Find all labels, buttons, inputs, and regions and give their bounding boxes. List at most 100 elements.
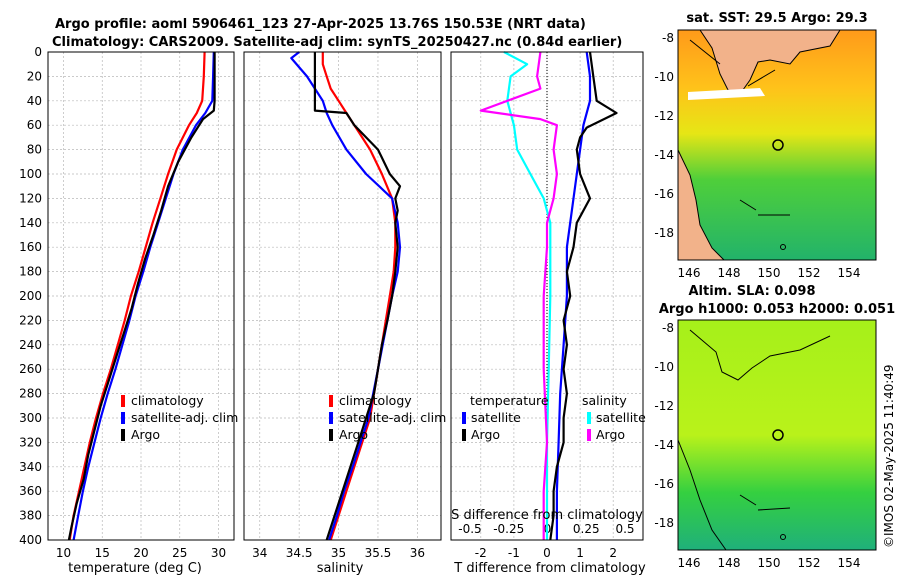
difference-legend: temperature satellite Argo salinity sate… [462,393,646,442]
legend-swatch-satellite [329,412,333,424]
sla-map-title-line2: Argo h1000: 0.053 h2000: 0.051 [659,302,895,317]
series-line-climatology [68,51,206,541]
legend-argo: Argo [339,427,368,442]
map-axis-labels: 146 148 150 152 154 -8 -10 -12 -14 -16 -18 146 148 15… [654,31,860,570]
sst-landmass-png [678,29,841,95]
sla-map-frame [677,319,877,551]
x-tick-label: 35.5 [365,546,392,560]
depth-tick-label: 220 [19,313,42,327]
temperature-panel: 0 20 40 60 80 100 120 140 160 180 200 220 240 260 280 3… [19,45,235,560]
legend-climatology: climatology [339,393,412,408]
depth-tick-label: 260 [19,362,42,376]
map-lat-label: -18 [654,516,674,530]
map-lat-label: -10 [654,360,674,374]
x-tick-label: 30 [211,546,226,560]
legend-argo: Argo [131,427,160,442]
x-tick-label: 1 [576,546,584,560]
legend-s-argo: Argo [596,427,625,442]
depth-tick-label: 120 [19,191,42,205]
depth-tick-label: 300 [19,411,42,425]
legend-t-argo: Argo [471,427,500,442]
series-line-climatology [321,52,397,541]
legend-swatch-climatology [121,395,125,407]
depth-tick-label: 20 [27,69,42,83]
legend-salinity-title: salinity [582,393,627,408]
depth-tick-label: 340 [19,460,42,474]
sla-coastline-australia [677,439,727,551]
x-tick-label: 35 [331,546,346,560]
difference-panel: -2 -1 0 1 2-0.5 -0.25 0 0.25 0.5 [450,51,644,560]
sst-coastline [689,39,790,216]
series-line-argo [67,52,216,541]
series-line-temperature-satellite [555,51,592,540]
map-lon-label: 154 [838,556,861,570]
x-tick-label: 2 [609,546,617,560]
temperature-legend: climatology satellite-adj. clim Argo [121,393,238,442]
legend-satellite: satellite-adj. clim [131,410,238,425]
legend-swatch-argo [329,429,333,441]
panel-frame [47,51,235,541]
legend-swatch-climatology [329,395,333,407]
legend-swatch-s-satellite [587,412,591,424]
legend-s-satellite: satellite [596,410,646,425]
map-lon-label: 150 [758,556,781,570]
figure-title-line2: Climatology: CARS2009. Satellite-adj cli… [52,35,622,50]
x-tick-label: -2 [475,546,487,560]
depth-tick-label: 100 [19,167,42,181]
salinity-panel: 34 34.5 35 35.5 36 [243,51,442,560]
sla-reef-islands [739,494,791,511]
imos-watermark: ©IMOS 02-May-2025 11:40:49 [882,364,896,548]
map-lat-label: -18 [654,226,674,240]
sla-map [677,319,877,551]
x-tick-label: 25 [172,546,187,560]
x-tick-label: 15 [95,546,110,560]
map-lat-label: -10 [654,70,674,84]
map-lat-label: -16 [654,187,674,201]
x-tick-label: -1 [508,546,520,560]
legend-swatch-t-satellite [462,412,466,424]
sla-argo-marker [772,429,784,441]
x-tick-label: 34.5 [286,546,313,560]
map-lon-label: 154 [838,266,861,280]
map-lon-label: 148 [718,266,741,280]
x-tick-label: 34 [252,546,267,560]
map-lat-label: -8 [662,321,674,335]
x-tick-label: 20 [133,546,148,560]
map-lat-label: -14 [654,148,674,162]
map-lat-label: -16 [654,477,674,491]
legend-swatch-argo [121,429,125,441]
series-line-temperature-argo [549,51,618,541]
depth-tick-label: 80 [27,143,42,157]
map-lat-label: -14 [654,438,674,452]
sst-argo-marker [772,139,784,151]
panel-frame [243,51,442,541]
depth-tick-label: 280 [19,387,42,401]
difference-top-xlabel: S difference from climatology [451,508,643,523]
sla-coastline-png [689,329,831,381]
x-tick-label: 0 [543,546,551,560]
x-tick-label: 10 [56,546,71,560]
map-lon-label: 148 [718,556,741,570]
sla-field [678,320,876,550]
depth-tick-label: 320 [19,435,42,449]
sst-field [678,30,876,260]
panel-frame [450,51,644,541]
depth-tick-label: 160 [19,240,42,254]
legend-temperature-title: temperature [470,393,549,408]
map-lon-label: 146 [678,556,701,570]
sst-map [677,29,877,261]
depth-tick-label: 0 [34,45,42,59]
depth-tick-label: 240 [19,338,42,352]
top-x-tick-label: 0.5 [615,522,634,536]
series-line-satellite-adj-clim [72,51,215,541]
figure-title-line1: Argo profile: aoml 5906461_123 27-Apr-20… [55,17,586,32]
depth-tick-label: 380 [19,509,42,523]
temperature-xlabel: temperature (deg C) [68,561,202,576]
x-tick-label: 36 [410,546,425,560]
series-line-satellite-adj-clim [290,51,402,541]
top-x-tick-label: -0.5 [458,522,481,536]
series-line-salinity-argo [479,51,559,540]
salinity-xlabel: salinity [317,561,364,576]
legend-swatch-s-argo [587,429,591,441]
